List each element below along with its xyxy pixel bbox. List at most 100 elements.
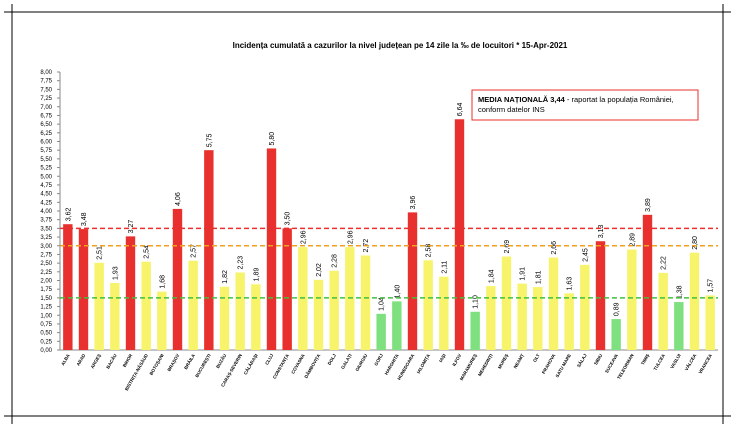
- value-label: 1,40: [394, 285, 401, 299]
- bar: [548, 257, 559, 350]
- y-tick-label: 7,75: [40, 79, 52, 85]
- value-label: 3,89: [645, 198, 652, 212]
- y-tick-label: 2,75: [40, 252, 52, 258]
- bar: [564, 293, 574, 350]
- x-tick-label: CLUJ: [264, 353, 274, 366]
- x-tick-label: VÂLCEA: [683, 352, 698, 372]
- y-tick-label: 3,25: [40, 235, 52, 241]
- bar: [658, 272, 668, 350]
- annotation-text: conform datelor INS: [478, 105, 545, 114]
- x-tick-label: BUZĂU: [214, 353, 227, 370]
- x-tick-label: PRAHOVA: [541, 352, 557, 374]
- value-label: 3,13: [598, 225, 605, 239]
- x-tick-label: NEAMȚ: [513, 353, 525, 370]
- x-tick-label: MARAMUREȘ: [459, 353, 479, 382]
- frame: [4, 4, 731, 424]
- bar: [204, 150, 214, 350]
- bar: [642, 214, 653, 350]
- x-tick-label: OLT: [532, 353, 541, 363]
- value-label: 1,57: [708, 279, 715, 293]
- value-label: 2,80: [692, 236, 699, 250]
- x-tick-label: SIBIU: [593, 353, 603, 366]
- x-tick-label: TIMIȘ: [640, 353, 651, 366]
- value-label: 1,81: [535, 270, 542, 284]
- x-tick-label: BOTOȘANI: [149, 353, 166, 377]
- bar: [376, 313, 386, 350]
- value-label: 6,64: [457, 103, 464, 117]
- bar: [329, 270, 339, 350]
- y-tick-label: 3,75: [40, 218, 52, 224]
- y-tick-label: 5,75: [40, 148, 52, 154]
- bar: [674, 302, 684, 350]
- value-label: 2,23: [238, 256, 245, 270]
- x-tick-label: VASLUI: [669, 353, 681, 370]
- x-tick-label: SATU MARE: [554, 353, 572, 378]
- x-tick-label: GORJ: [373, 353, 384, 367]
- value-label: 5,80: [269, 132, 276, 146]
- bar: [94, 262, 104, 350]
- x-tick-label: ARGEȘ: [90, 353, 103, 370]
- x-tick-label: ARAD: [76, 352, 87, 366]
- y-tick-label: 5,50: [40, 157, 52, 163]
- y-tick-label: 4,25: [40, 200, 52, 206]
- value-label: 1,10: [473, 295, 480, 309]
- x-tick-label: GIURGIU: [354, 353, 368, 372]
- x-tick-label: HARGHITA: [384, 352, 400, 375]
- value-label: 3,96: [410, 196, 417, 210]
- y-tick-label: 6,50: [40, 122, 52, 128]
- x-tick-label: VRANCEA: [698, 352, 714, 374]
- x-tick-label: BACĂU: [104, 353, 117, 370]
- y-tick-label: 0,50: [40, 331, 52, 337]
- value-label: 1,04: [379, 297, 386, 311]
- value-label: 2,22: [661, 256, 668, 270]
- bar: [125, 236, 136, 350]
- bar: [78, 229, 89, 350]
- value-label: 1,93: [112, 266, 119, 280]
- bar: [486, 286, 496, 350]
- annotation-bold: MEDIA NAȚIONALĂ 3,44: [478, 95, 566, 104]
- value-label: 5,75: [206, 133, 213, 147]
- bar: [266, 148, 277, 350]
- x-tick-label: SĂLAJ: [575, 352, 588, 368]
- y-tick-label: 6,00: [40, 140, 52, 146]
- bar: [282, 228, 292, 350]
- value-label: 2,11: [441, 260, 448, 273]
- x-tick-label: MEHEDINȚI: [477, 353, 494, 377]
- bar: [141, 261, 151, 350]
- y-tick-label: 0,75: [40, 322, 52, 328]
- x-tick-label: IALOMIȚA: [416, 352, 432, 374]
- value-label: 3,50: [285, 212, 292, 226]
- x-tick-label: ILFOV: [451, 353, 462, 367]
- x-tick-label: GALAȚI: [340, 353, 353, 370]
- y-tick-label: 2,25: [40, 270, 52, 276]
- value-label: 3,27: [128, 220, 135, 234]
- annotation: MEDIA NAȚIONALĂ 3,44 - raportat la popul…: [478, 95, 676, 114]
- bar: [63, 224, 73, 350]
- bar: [157, 291, 167, 350]
- y-tick-label: 7,25: [40, 96, 52, 102]
- bar: [313, 279, 324, 350]
- value-label: 2,69: [504, 240, 511, 254]
- value-label: 1,91: [520, 267, 527, 281]
- x-tick-label: BIHOR: [122, 352, 134, 368]
- value-label: 1,38: [676, 285, 683, 299]
- bar: [580, 264, 590, 350]
- y-tick-label: 0,00: [40, 348, 52, 354]
- bar: [611, 319, 621, 350]
- bar: [689, 252, 700, 350]
- value-label: 3,62: [65, 207, 72, 221]
- chart-title: Incidența cumulată a cazurilor la nivel …: [233, 41, 568, 50]
- x-tick-label: CONSTANȚA: [272, 352, 291, 379]
- bar: [423, 260, 433, 350]
- y-tick-label: 8,00: [40, 70, 52, 76]
- annotation-box: [471, 89, 699, 121]
- bar: [172, 208, 183, 350]
- y-tick-label: 7,50: [40, 87, 52, 93]
- x-tick-label: BUCUREȘTI: [194, 353, 212, 379]
- bar: [407, 212, 418, 350]
- y-tick-label: 2,00: [40, 279, 52, 285]
- bar: [219, 286, 230, 350]
- value-label: 1,63: [567, 277, 574, 291]
- bar: [110, 282, 120, 350]
